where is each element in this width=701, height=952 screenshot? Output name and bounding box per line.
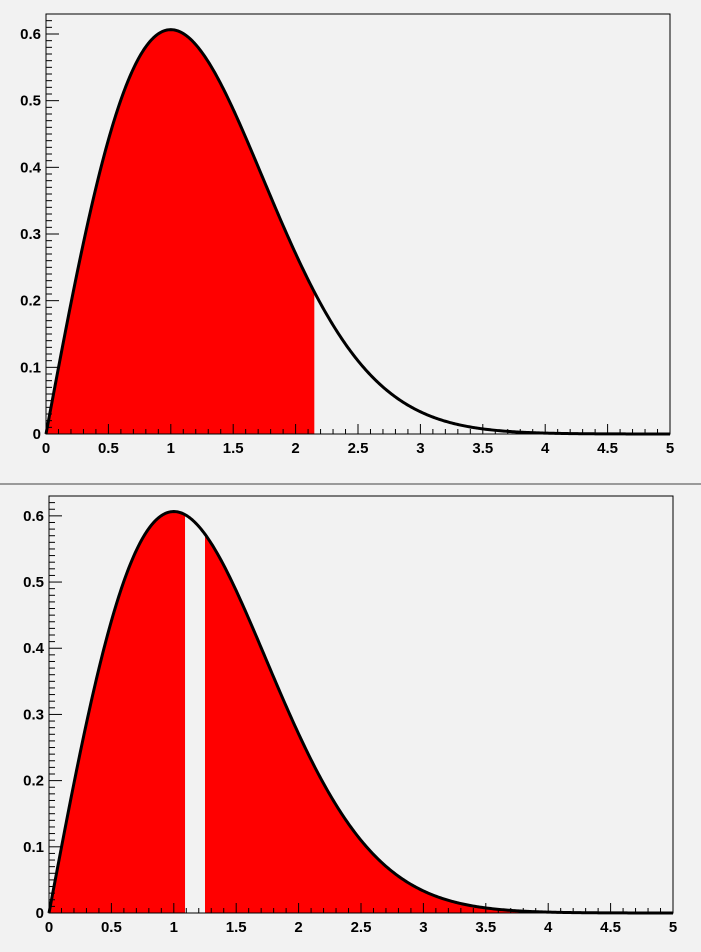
chart-bottom: 0 0.5 1 1.5 2 2.5 3 3.5 4 4.5 5 0 0.1 0.2 0.3 0.4 0.5 0.6 (23, 495, 677, 936)
y-tick-label: 0.1 (20, 359, 41, 376)
x-tick-label: 2 (291, 440, 299, 457)
filled-region-0 (46, 29, 315, 435)
x-tick-label: 2.5 (348, 440, 369, 457)
x-tick-label: 1.5 (223, 440, 244, 457)
x-tick-label: 2.5 (351, 919, 372, 936)
x-tick-label: 3.5 (475, 919, 496, 936)
x-tick-label: 0 (45, 919, 53, 936)
x-tick-label: 0.5 (98, 440, 119, 457)
y-tick-label: 0.4 (20, 159, 42, 176)
y-tick-label: 0 (33, 426, 41, 443)
filled-region-0 (49, 511, 186, 913)
x-tick-label: 5 (666, 440, 674, 457)
x-tick-label: 4 (544, 919, 553, 936)
x-tick-label: 3 (419, 919, 427, 936)
y-tick-label: 0.1 (23, 839, 44, 856)
y-tick-label: 0.4 (23, 640, 45, 657)
y-tick-label: 0.3 (20, 226, 41, 243)
filled-region-1 (205, 534, 673, 913)
y-tick-label: 0.6 (23, 508, 44, 525)
x-tick-label: 1 (167, 440, 175, 457)
x-tick-label: 4 (541, 440, 550, 457)
y-tick-label: 0.3 (23, 706, 44, 723)
x-tick-label: 4.5 (597, 440, 618, 457)
y-tick-label: 0.2 (23, 773, 44, 790)
x-tick-label: 5 (669, 919, 677, 936)
x-tick-label: 1 (170, 919, 178, 936)
x-tick-label: 0 (42, 440, 50, 457)
y-tick-label: 0.5 (23, 574, 44, 591)
x-tick-label: 0.5 (101, 919, 122, 936)
y-tick-label: 0.6 (20, 26, 41, 43)
x-tick-label: 1.5 (226, 919, 247, 936)
x-tick-label: 4.5 (600, 919, 621, 936)
y-tick-label: 0.2 (20, 293, 41, 310)
x-tick-label: 2 (294, 919, 302, 936)
x-tick-label: 3.5 (472, 440, 493, 457)
y-tick-label: 0 (36, 905, 44, 922)
y-tick-label: 0.5 (20, 93, 41, 110)
chart-top: 0 0.5 1 1.5 2 2.5 3 3.5 4 4.5 5 0 0.1 0.2 0.3 0.4 0.5 0.6 (20, 13, 674, 457)
x-tick-label: 3 (416, 440, 424, 457)
